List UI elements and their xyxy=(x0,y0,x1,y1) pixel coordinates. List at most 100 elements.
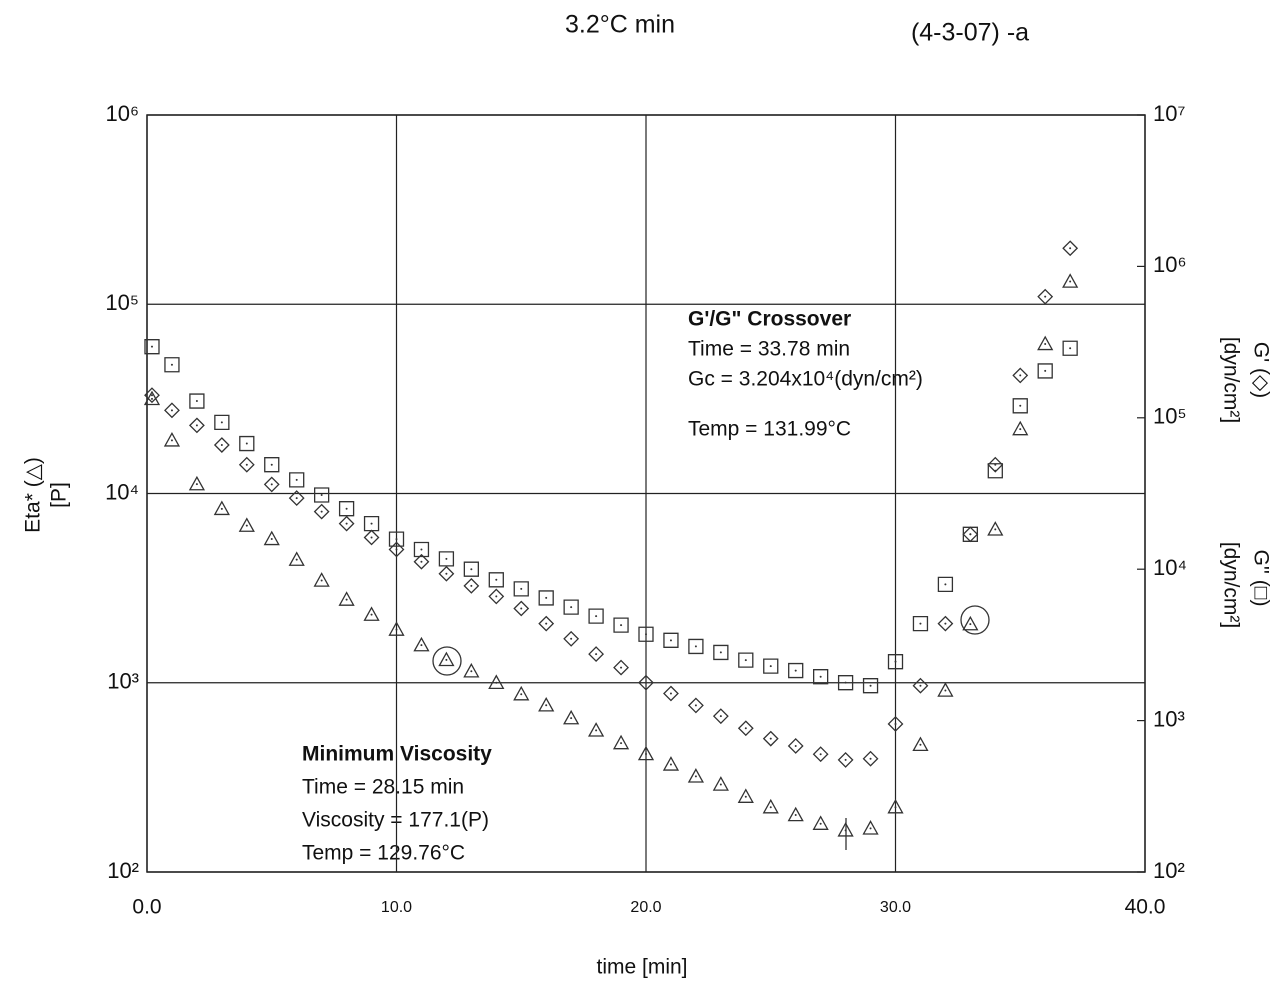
marker xyxy=(263,530,280,546)
marker-dot xyxy=(570,637,573,640)
marker-dot xyxy=(295,497,298,500)
marker-dot xyxy=(819,822,822,825)
marker xyxy=(239,435,255,452)
y2-tick-label: 10⁷ xyxy=(1153,101,1185,126)
annotation: Temp = 129.76°C xyxy=(302,842,465,865)
marker-dot xyxy=(320,494,323,497)
marker xyxy=(862,820,879,835)
marker xyxy=(837,822,854,837)
marker-dot xyxy=(545,596,548,599)
marker-dot xyxy=(1019,404,1022,407)
marker xyxy=(712,708,729,725)
marker xyxy=(438,551,455,567)
marker-dot xyxy=(694,775,697,778)
x-axis-label: time [min] xyxy=(596,956,687,979)
marker-dot xyxy=(969,623,972,626)
annotation: Gc = 3.204x10⁴(dyn/cm²) xyxy=(688,368,923,391)
marker-dot xyxy=(245,463,248,466)
marker xyxy=(338,591,355,606)
marker xyxy=(513,600,530,617)
marker xyxy=(962,526,978,542)
marker xyxy=(238,456,255,473)
marker-dot xyxy=(1069,280,1072,283)
annotation: Time = 33.78 min xyxy=(688,338,850,361)
marker xyxy=(463,662,480,678)
marker-dot xyxy=(270,537,273,540)
marker-dot xyxy=(195,400,198,403)
marker xyxy=(787,738,804,754)
marker-dot xyxy=(595,729,598,732)
marker-dot xyxy=(969,533,972,536)
y-tick-label: 10⁴ xyxy=(105,479,139,504)
marker xyxy=(613,617,629,633)
highlight-circle xyxy=(432,646,462,676)
marker xyxy=(438,651,455,667)
marker-dot xyxy=(1069,247,1072,250)
marker xyxy=(638,674,654,691)
marker-dot xyxy=(694,645,697,648)
marker xyxy=(887,798,904,814)
marker-dot xyxy=(719,783,722,786)
marker-dot xyxy=(944,689,947,692)
marker-dot xyxy=(345,507,348,510)
marker xyxy=(563,599,579,615)
marker xyxy=(837,675,854,691)
marker xyxy=(1012,367,1029,384)
marker-dot xyxy=(220,421,223,424)
y2-tick-label: 10³ xyxy=(1153,706,1185,731)
marker-dot xyxy=(620,624,623,627)
marker xyxy=(937,576,954,593)
marker xyxy=(887,654,904,670)
marker-dot xyxy=(744,795,747,798)
marker-dot xyxy=(420,644,423,647)
marker-dot xyxy=(919,743,922,746)
marker-dot xyxy=(345,598,348,601)
marker-dot xyxy=(595,615,598,618)
marker xyxy=(413,541,430,558)
marker xyxy=(638,626,654,642)
marker-dot xyxy=(694,704,697,707)
y-axis-label: Eta* (△) xyxy=(22,457,45,533)
marker xyxy=(188,417,205,434)
marker-dot xyxy=(769,806,772,809)
marker-dot xyxy=(545,704,548,707)
marker-dot xyxy=(894,806,897,809)
marker xyxy=(1062,340,1078,356)
marker xyxy=(912,736,929,752)
marker-dot xyxy=(470,568,473,571)
marker-dot xyxy=(520,587,523,590)
marker xyxy=(313,503,330,520)
marker-dot xyxy=(245,442,248,445)
marker xyxy=(688,638,704,655)
y-axis-label: [P] xyxy=(48,482,71,508)
marker-dot xyxy=(645,633,647,636)
marker-dot xyxy=(719,651,722,654)
marker xyxy=(288,490,305,506)
marker-dot xyxy=(944,622,947,625)
marker-dot xyxy=(869,757,872,760)
marker xyxy=(388,531,405,547)
marker-dot xyxy=(844,758,847,761)
marker-dot xyxy=(1069,347,1072,350)
marker xyxy=(987,521,1004,536)
marker-dot xyxy=(295,478,298,481)
marker-dot xyxy=(645,681,647,684)
marker-dot xyxy=(994,469,997,472)
marker xyxy=(213,437,230,453)
marker-dot xyxy=(545,622,548,625)
marker xyxy=(164,402,180,419)
marker xyxy=(213,500,230,516)
marker xyxy=(488,572,504,588)
marker-dot xyxy=(1044,342,1047,345)
annotation: Viscosity = 177.1(P) xyxy=(302,809,489,832)
marker-dot xyxy=(869,684,872,687)
marker-dot xyxy=(495,681,498,684)
chart-subtitle: (4-3-07) -a xyxy=(911,19,1029,47)
marker xyxy=(538,615,555,632)
marker xyxy=(588,608,604,624)
marker xyxy=(587,722,605,737)
marker xyxy=(937,682,954,697)
marker xyxy=(413,553,430,570)
marker xyxy=(1062,240,1079,257)
